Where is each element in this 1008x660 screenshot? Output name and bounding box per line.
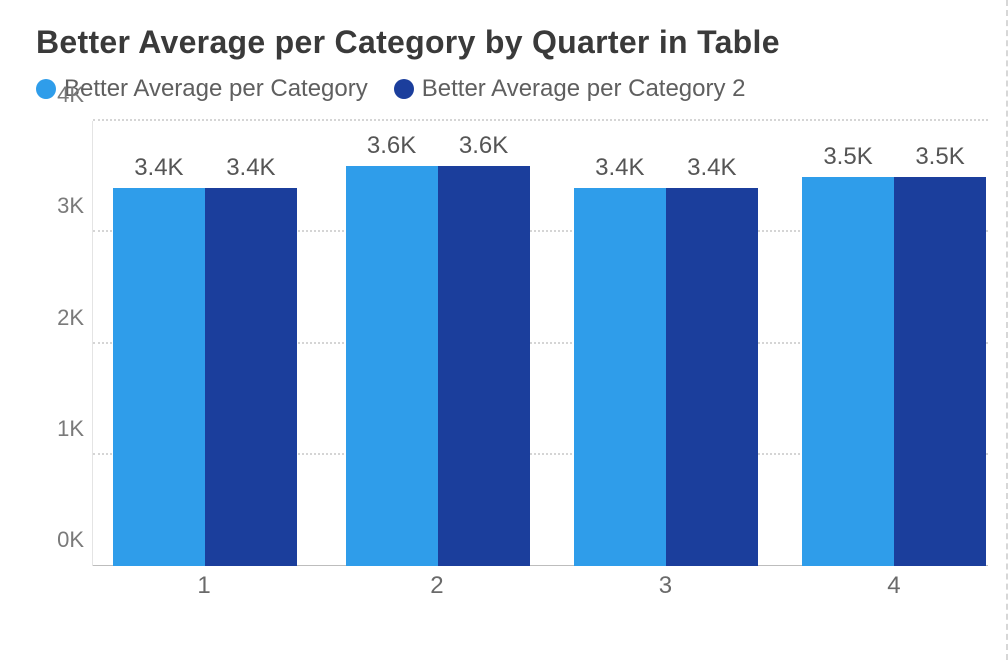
x-tick-label: 2 bbox=[430, 572, 443, 600]
y-tick-label: 2K bbox=[57, 305, 84, 331]
bar: 3.6K bbox=[346, 166, 438, 567]
plot-area: 0K1K2K3K4K 3.4K3.4K3.6K3.6K3.4K3.4K3.5K3… bbox=[36, 121, 988, 566]
bar-group: 3.4K3.4K bbox=[574, 188, 758, 566]
bar: 3.4K bbox=[205, 188, 297, 566]
bar-data-label: 3.6K bbox=[459, 132, 508, 160]
bar: 3.6K bbox=[438, 166, 530, 567]
x-tick-label: 1 bbox=[197, 572, 210, 600]
bar-data-label: 3.6K bbox=[367, 132, 416, 160]
bar-data-label: 3.5K bbox=[915, 143, 964, 171]
plot: 3.4K3.4K3.6K3.6K3.4K3.4K3.5K3.5K bbox=[92, 121, 988, 566]
y-tick-label: 0K bbox=[57, 527, 84, 553]
y-tick-label: 3K bbox=[57, 193, 84, 219]
bar-group: 3.4K3.4K bbox=[113, 188, 297, 566]
y-axis: 0K1K2K3K4K bbox=[36, 121, 92, 566]
bar-data-label: 3.4K bbox=[226, 154, 275, 182]
bar-data-label: 3.4K bbox=[134, 154, 183, 182]
bar-group: 3.5K3.5K bbox=[802, 177, 986, 566]
chart-title: Better Average per Category by Quarter i… bbox=[36, 24, 988, 61]
chart-card: Better Average per Category by Quarter i… bbox=[0, 0, 1008, 660]
gridline bbox=[93, 119, 988, 121]
legend-swatch-icon bbox=[394, 79, 414, 99]
x-tick-label: 4 bbox=[887, 572, 900, 600]
bar: 3.5K bbox=[894, 177, 986, 566]
bar: 3.4K bbox=[113, 188, 205, 566]
legend-swatch-icon bbox=[36, 79, 56, 99]
bar-data-label: 3.4K bbox=[595, 154, 644, 182]
legend-item: Better Average per Category 2 bbox=[394, 75, 746, 103]
y-tick-label: 1K bbox=[57, 416, 84, 442]
bar-data-label: 3.4K bbox=[687, 154, 736, 182]
y-tick-label: 4K bbox=[57, 82, 84, 108]
chart-legend: Better Average per Category Better Avera… bbox=[36, 75, 988, 103]
x-tick-label: 3 bbox=[659, 572, 672, 600]
bar-data-label: 3.5K bbox=[823, 143, 872, 171]
bar-group: 3.6K3.6K bbox=[346, 166, 530, 567]
bar: 3.4K bbox=[574, 188, 666, 566]
bar: 3.4K bbox=[666, 188, 758, 566]
bar: 3.5K bbox=[802, 177, 894, 566]
x-axis: 1 2 3 4 bbox=[92, 566, 988, 606]
legend-item: Better Average per Category bbox=[36, 75, 368, 103]
legend-label: Better Average per Category bbox=[64, 75, 368, 103]
legend-label: Better Average per Category 2 bbox=[422, 75, 746, 103]
